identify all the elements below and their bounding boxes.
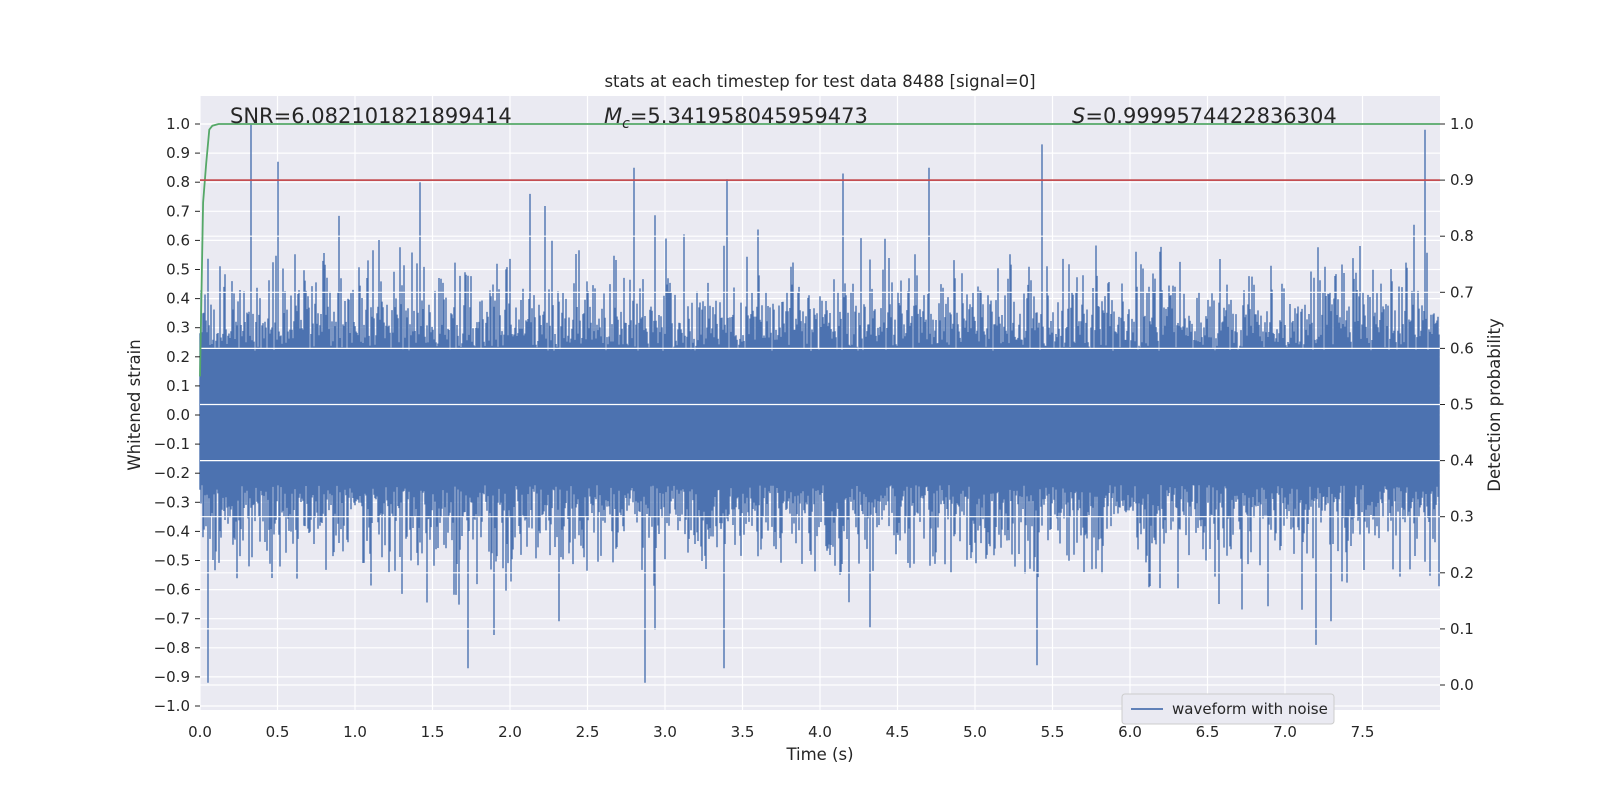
y-tick-label: 0.0 xyxy=(166,406,190,424)
x-tick-label: 0.0 xyxy=(188,723,212,741)
y-tick-label: 0.4 xyxy=(166,290,190,308)
y2-axis-label: Detection probability xyxy=(1485,318,1504,492)
y-tick-label: −0.8 xyxy=(154,639,190,657)
y2-tick-label: 0.4 xyxy=(1450,452,1474,470)
detection-probability-line xyxy=(199,123,1440,377)
x-tick-label: 3.0 xyxy=(653,723,677,741)
x-tick-labels: 0.0 0.5 1.0 1.5 2.0 2.5 3.0 3.5 4.0 4.5 5.0 5.5 6.0 6… xyxy=(188,723,1374,741)
x-tick-label: 2.5 xyxy=(576,723,600,741)
y-tick-label: 0.9 xyxy=(166,144,190,162)
x-tick-label: 4.0 xyxy=(808,723,832,741)
x-tick-label: 1.0 xyxy=(343,723,367,741)
chirp-mass-value: =5.341958045959473 xyxy=(630,104,868,128)
y2-tick-label: 0.0 xyxy=(1450,676,1474,694)
y2-tick-labels: 1.0 0.9 0.8 0.7 0.6 0.5 0.4 0.3 0.2 0.1 0.0 xyxy=(1440,115,1474,694)
y2-tick-label: 0.2 xyxy=(1450,564,1474,582)
x-tick-label: 5.0 xyxy=(963,723,987,741)
y-tick-label: −0.9 xyxy=(154,668,190,686)
y-tick-label: 0.3 xyxy=(166,319,190,337)
y2-tick-label: 0.3 xyxy=(1450,508,1474,526)
x-tick-label: 0.5 xyxy=(266,723,290,741)
y2-tick-label: 0.6 xyxy=(1450,339,1474,357)
chirp-mass-symbol: M xyxy=(604,104,622,128)
significance-symbol: S xyxy=(1072,104,1085,128)
waveform-series xyxy=(199,124,1440,683)
chirp-mass-subscript: c xyxy=(622,116,630,132)
y2-tick-label: 1.0 xyxy=(1450,115,1474,133)
y-tick-label: 0.1 xyxy=(166,377,190,395)
y2-tick-label: 0.7 xyxy=(1450,283,1474,301)
y2-tick-label: 0.8 xyxy=(1450,227,1474,245)
y-tick-label: 0.2 xyxy=(166,348,190,366)
snr-annotation: SNR=6.082101821899414 xyxy=(230,104,512,128)
x-tick-label: 7.0 xyxy=(1273,723,1297,741)
y-axis-label: Whitened strain xyxy=(125,339,144,470)
x-tick-label: 5.5 xyxy=(1041,723,1065,741)
y-tick-label: 0.5 xyxy=(166,261,190,279)
chirp-mass-annotation: Mc=5.341958045959473 xyxy=(604,104,868,132)
significance-value: =0.9999574422836304 xyxy=(1085,104,1336,128)
y-tick-label: 0.6 xyxy=(166,231,190,249)
x-tick-label: 4.5 xyxy=(886,723,910,741)
y-tick-label: −1.0 xyxy=(154,697,190,715)
y-tick-label: −0.3 xyxy=(154,493,190,511)
y-tick-label: −0.6 xyxy=(154,581,190,599)
y2-tick-label: 0.5 xyxy=(1450,396,1474,414)
x-tick-label: 1.5 xyxy=(421,723,445,741)
legend: waveform with noise xyxy=(1121,693,1335,725)
legend-box xyxy=(1121,693,1335,725)
y-tick-label: −0.5 xyxy=(154,552,190,570)
legend-label-waveform: waveform with noise xyxy=(1172,700,1328,718)
y2-tick-label: 0.1 xyxy=(1450,620,1474,638)
x-tick-label: 6.5 xyxy=(1196,723,1220,741)
x-tick-label: 2.0 xyxy=(498,723,522,741)
plot-area xyxy=(199,96,1440,710)
x-axis-label: Time (s) xyxy=(785,745,853,764)
y2-tick-label: 0.9 xyxy=(1450,171,1474,189)
chart-title: stats at each timestep for test data 848… xyxy=(604,72,1035,91)
x-tick-label: 7.5 xyxy=(1351,723,1375,741)
x-tick-label: 6.0 xyxy=(1118,723,1142,741)
x-tick-label: 3.5 xyxy=(731,723,755,741)
y-tick-label: 1.0 xyxy=(166,115,190,133)
y-tick-label: 0.7 xyxy=(166,202,190,220)
y-tick-labels: 1.0 0.9 0.8 0.7 0.6 0.5 0.4 0.3 0.2 0.1 0.0 −0.1 −0.… xyxy=(154,115,200,715)
y-tick-label: −0.4 xyxy=(154,522,190,540)
waveform-trace xyxy=(199,124,1440,683)
y-tick-label: −0.7 xyxy=(154,610,190,628)
y-tick-label: −0.2 xyxy=(154,464,190,482)
y-tick-label: −0.1 xyxy=(154,435,190,453)
significance-annotation: S=0.9999574422836304 xyxy=(1072,104,1337,128)
y-tick-label: 0.8 xyxy=(166,173,190,191)
